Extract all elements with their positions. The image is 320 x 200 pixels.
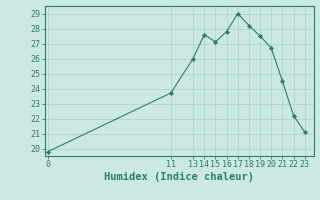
X-axis label: Humidex (Indice chaleur): Humidex (Indice chaleur)	[104, 172, 254, 182]
